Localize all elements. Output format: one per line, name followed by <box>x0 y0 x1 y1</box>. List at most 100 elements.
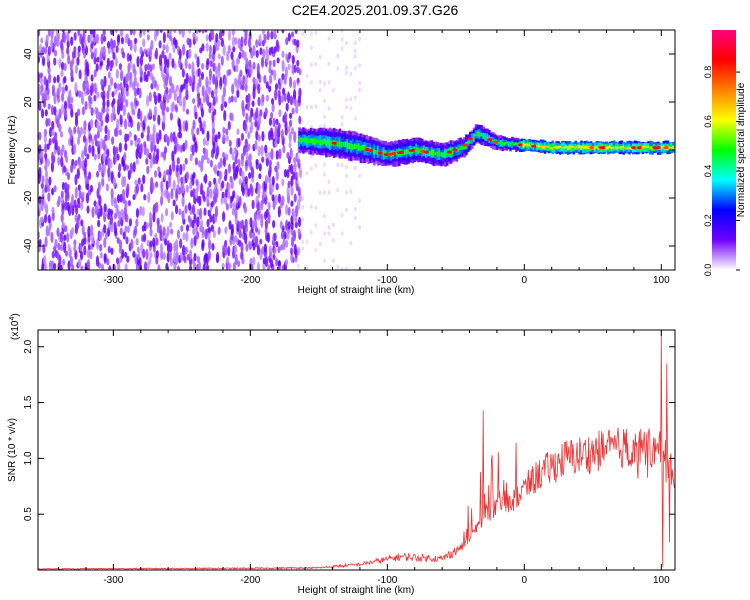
spectrogram-cell <box>171 150 175 162</box>
spectrogram-cell <box>119 69 124 82</box>
spectrogram-cell <box>94 205 99 216</box>
spectrogram-cell <box>572 146 576 148</box>
spectrogram-cell <box>44 170 49 179</box>
spectrogram-cell <box>60 61 65 71</box>
spectrogram-cell <box>245 57 249 70</box>
spectrogram-cell <box>228 220 232 230</box>
spectrogram-cell <box>95 170 100 178</box>
spectrogram-cell <box>545 144 549 151</box>
spectrogram-cell <box>275 258 279 267</box>
spectrogram-cell <box>142 248 146 259</box>
spectrogram-cell <box>90 51 94 60</box>
spectrogram-cell <box>85 192 90 204</box>
spectrogram-cell <box>314 104 318 109</box>
spectrogram-cell <box>87 225 91 238</box>
spectrogram-cell <box>96 120 100 128</box>
spectrogram-cell <box>292 88 297 100</box>
spectrogram-cell <box>176 143 180 152</box>
spectrogram-cell <box>293 64 297 74</box>
spectrogram-cell <box>276 43 280 53</box>
spectrogram-cell <box>340 36 344 42</box>
spectrogram-cell <box>110 170 114 180</box>
spectrogram-cell <box>171 83 175 94</box>
spectrogram-cell <box>158 40 162 49</box>
spectrogram-cell <box>616 146 620 150</box>
spectrogram-cell <box>41 175 45 184</box>
spectrogram-xtick-label: -200 <box>240 275 260 286</box>
spectrogram-cell <box>208 51 212 60</box>
spectrogram-cell <box>283 111 288 123</box>
spectrogram-cell <box>293 243 297 256</box>
spectrogram-cell <box>103 224 107 234</box>
spectrogram-cell <box>317 139 321 144</box>
spectrogram-cell <box>287 126 291 133</box>
spectrogram-cell <box>214 205 219 218</box>
spectrogram-cell <box>66 184 70 191</box>
spectrogram-cell <box>102 90 106 100</box>
spectrogram-cell <box>159 242 164 254</box>
spectrogram-cell <box>129 60 133 68</box>
spectrogram-cell <box>258 173 262 180</box>
spectrogram-cell <box>110 187 114 199</box>
spectrogram-cell <box>511 141 514 145</box>
spectrogram-cell <box>134 179 138 186</box>
spectrogram-cell <box>143 233 147 242</box>
spectrogram-cell <box>194 35 199 43</box>
spectrogram-cell <box>189 153 193 162</box>
spectrogram-cell <box>96 91 100 99</box>
colorbar-ticks: 0.0 0.2 0.4 0.6 0.8 <box>703 66 740 276</box>
spectrogram-cell <box>539 145 543 148</box>
spectrogram-cell <box>69 164 74 173</box>
spectrogram-cell <box>206 130 210 142</box>
spectrogram-cell <box>51 30 55 35</box>
spectrogram-cell <box>45 34 49 43</box>
spectrogram-cell <box>40 37 44 44</box>
spectrogram-cell <box>268 60 272 67</box>
spectrogram-cell <box>93 134 98 142</box>
spectrogram-cell <box>283 168 288 178</box>
spectrogram-cell <box>148 211 153 224</box>
spectrogram-cell <box>201 226 205 235</box>
spectrogram-cell <box>106 90 110 100</box>
spectrogram-cell <box>225 203 229 211</box>
spectrogram-cell <box>273 30 277 37</box>
spectrogram-cell <box>56 251 60 260</box>
spectrogram-cell <box>89 250 93 260</box>
spectrogram-cell <box>255 50 259 58</box>
spectrogram-cell <box>176 157 180 165</box>
spectrogram-cell <box>51 84 56 94</box>
spectrogram-cell <box>156 83 160 91</box>
spectrogram-cell <box>126 133 130 142</box>
spectrogram-cell <box>505 141 509 145</box>
spectrogram-cell <box>566 146 570 150</box>
spectrogram-cell <box>148 108 152 117</box>
spectrogram-cell <box>595 145 599 149</box>
spectrogram-cell <box>293 193 297 203</box>
spectrogram-cell <box>222 85 227 98</box>
spectrogram-cell <box>225 134 229 142</box>
spectrogram-cell <box>66 188 70 200</box>
spectrogram-cell <box>155 30 159 37</box>
spectrogram-cell <box>152 237 156 248</box>
spectrogram-cell <box>113 221 117 228</box>
spectrogram-cell <box>143 141 147 148</box>
spectrogram-cell <box>272 219 276 229</box>
spectrogram-cell <box>46 87 50 96</box>
spectrogram-cell <box>119 82 123 91</box>
spectrogram-cell <box>636 146 643 150</box>
spectrogram-cell <box>497 142 501 144</box>
spectrogram-cell <box>268 164 272 175</box>
spectrogram-cell <box>310 104 313 110</box>
spectrogram-cell <box>310 31 313 36</box>
spectrogram-cell <box>82 30 86 42</box>
spectrogram-cell <box>314 163 318 168</box>
spectrogram-cell <box>668 146 672 149</box>
spectrogram-cell <box>222 126 226 135</box>
spectrogram-cell <box>276 161 280 170</box>
spectrogram-cell <box>340 231 344 236</box>
spectrogram-cell <box>170 211 174 221</box>
spectrogram-cell <box>301 196 305 201</box>
spectrogram-cell <box>203 207 207 216</box>
spectrogram-cell <box>192 119 196 130</box>
